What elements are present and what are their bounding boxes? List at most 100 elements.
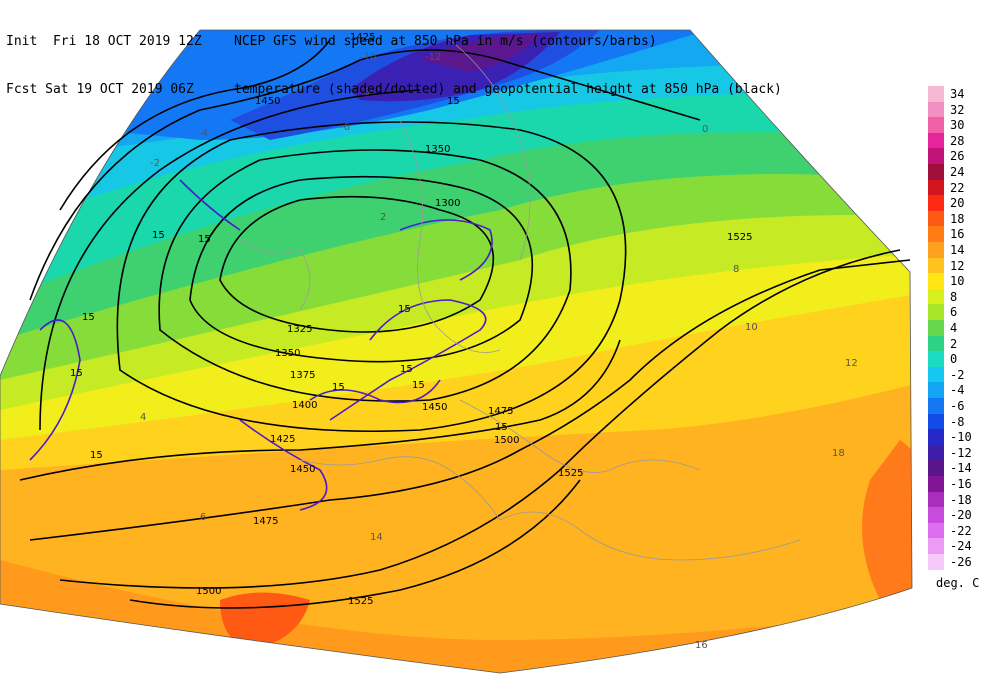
legend-swatch (928, 288, 944, 305)
legend-swatch (928, 382, 944, 399)
legend-level-label: -24 (950, 539, 972, 554)
temp-label: -10 (360, 52, 376, 63)
temp-label: 8 (733, 264, 739, 275)
map-boundary (0, 29, 913, 674)
temp-label: -4 (198, 128, 208, 139)
legend-swatch (928, 117, 944, 134)
legend-swatch (928, 86, 944, 102)
temp-label: 6 (200, 512, 206, 523)
legend-swatch (928, 538, 944, 555)
height-label: 1300 (435, 198, 460, 209)
temp-label: 4 (140, 412, 146, 423)
legend-level-label: 32 (950, 102, 965, 117)
legend-level-label: 34 (950, 87, 965, 101)
init-time: Init Fri 18 OCT 2019 12Z (6, 34, 202, 49)
legend-level-label: 8 (950, 289, 958, 304)
legend-level-label: 4 (950, 321, 958, 335)
height-label: 1500 (196, 586, 221, 597)
wind-label: 15 (82, 312, 95, 323)
coastlines (239, 39, 801, 561)
legend-level-label: 12 (950, 258, 965, 273)
legend-level-label: -4 (950, 383, 965, 398)
temp-label: 18 (832, 448, 845, 459)
legend-level-label: -10 (950, 430, 972, 445)
legend-swatch (928, 398, 944, 414)
legend-level-label: 2 (950, 336, 958, 351)
legend-level-label: 16 (950, 227, 965, 242)
legend-level-label: 20 (950, 196, 965, 211)
legend-swatch (928, 210, 944, 227)
legend-swatch (928, 164, 944, 180)
legend-level-label: 0 (950, 352, 958, 367)
legend-swatch (928, 242, 944, 258)
height-label: 1350 (275, 348, 300, 359)
title-line-2: temperature (shaded/dotted) and geopoten… (234, 82, 782, 97)
legend-level-label: -20 (950, 508, 972, 523)
height-label: 1500 (494, 435, 519, 446)
temp-label: -12 (425, 52, 441, 63)
legend-swatch (928, 257, 944, 274)
legend-level-label: -18 (950, 492, 972, 507)
legend-level-label: -26 (950, 555, 972, 569)
legend-level-label: -12 (950, 445, 972, 460)
legend-swatch (928, 413, 944, 430)
legend-swatch (928, 351, 944, 368)
legend-swatch (928, 304, 944, 321)
legend-swatch (928, 491, 944, 508)
height-label: 1475 (253, 516, 278, 527)
wind-label: 15 (495, 422, 508, 433)
legend-swatch (928, 554, 944, 570)
temp-label: -2 (150, 158, 160, 169)
height-label: 1425 (270, 434, 295, 445)
legend-level-label: 6 (950, 305, 958, 320)
wind-label: 15 (398, 304, 411, 315)
legend-level-label: -6 (950, 399, 965, 413)
height-label: 1375 (290, 370, 315, 381)
legend-level-label: 28 (950, 133, 965, 148)
legend-swatch (928, 366, 944, 383)
legend-swatch (928, 522, 944, 539)
forecast-time: Fcst Sat 19 OCT 2019 06Z (6, 82, 194, 97)
temp-label: 16 (695, 640, 708, 651)
geopotential-contours (19, 39, 911, 609)
height-label: 1425 (350, 32, 375, 43)
wind-label: 15 (447, 96, 460, 107)
height-label: 1350 (425, 144, 450, 155)
height-labels: 1425 1450 1350 1300 1325 1350 1375 1400 … (196, 32, 752, 607)
title-line-1: NCEP GFS wind speed at 850 hPa in m/s (c… (234, 34, 657, 49)
legend-swatch (928, 148, 944, 165)
legend-level-label: 30 (950, 118, 965, 133)
legend-level-label: -14 (950, 461, 972, 476)
wind-label: 15 (332, 382, 345, 393)
legend-level-label: 24 (950, 165, 965, 179)
legend-level-label: 22 (950, 180, 965, 195)
legend-swatch (928, 320, 944, 336)
height-label: 1450 (290, 464, 315, 475)
legend-swatch (928, 273, 944, 290)
wind-label: 15 (198, 234, 211, 245)
legend-swatch (928, 335, 944, 352)
wind-labels: 15 15 15 15 15 15 15 15 15 15 15 (70, 96, 508, 461)
legend-swatch (928, 460, 944, 477)
height-label: 1525 (348, 596, 373, 607)
temp-label: 12 (845, 358, 858, 369)
legend-swatch (928, 101, 944, 118)
temperature-labels: -2 -4 -6 -8 -10 -12 0 2 4 6 8 10 12 14 1… (140, 52, 858, 651)
legend-level-label: 18 (950, 211, 965, 226)
height-label: 1475 (488, 406, 513, 417)
legend-swatch (928, 195, 944, 212)
legend-level-label: -22 (950, 523, 972, 538)
legend-swatch (928, 429, 944, 446)
wind-contours (29, 179, 493, 511)
wind-label: 15 (90, 450, 103, 461)
legend-level-label: -8 (950, 414, 965, 429)
height-label: 1450 (422, 402, 447, 413)
height-label: 1525 (558, 468, 583, 479)
height-label: 1400 (292, 400, 317, 411)
temp-label: 2 (380, 212, 386, 223)
map-header: Init Fri 18 OCT 2019 12Z NCEP GFS wind sp… (6, 2, 782, 114)
wind-label: 15 (412, 380, 425, 391)
legend-swatch (928, 179, 944, 196)
legend-swatch (928, 444, 944, 461)
